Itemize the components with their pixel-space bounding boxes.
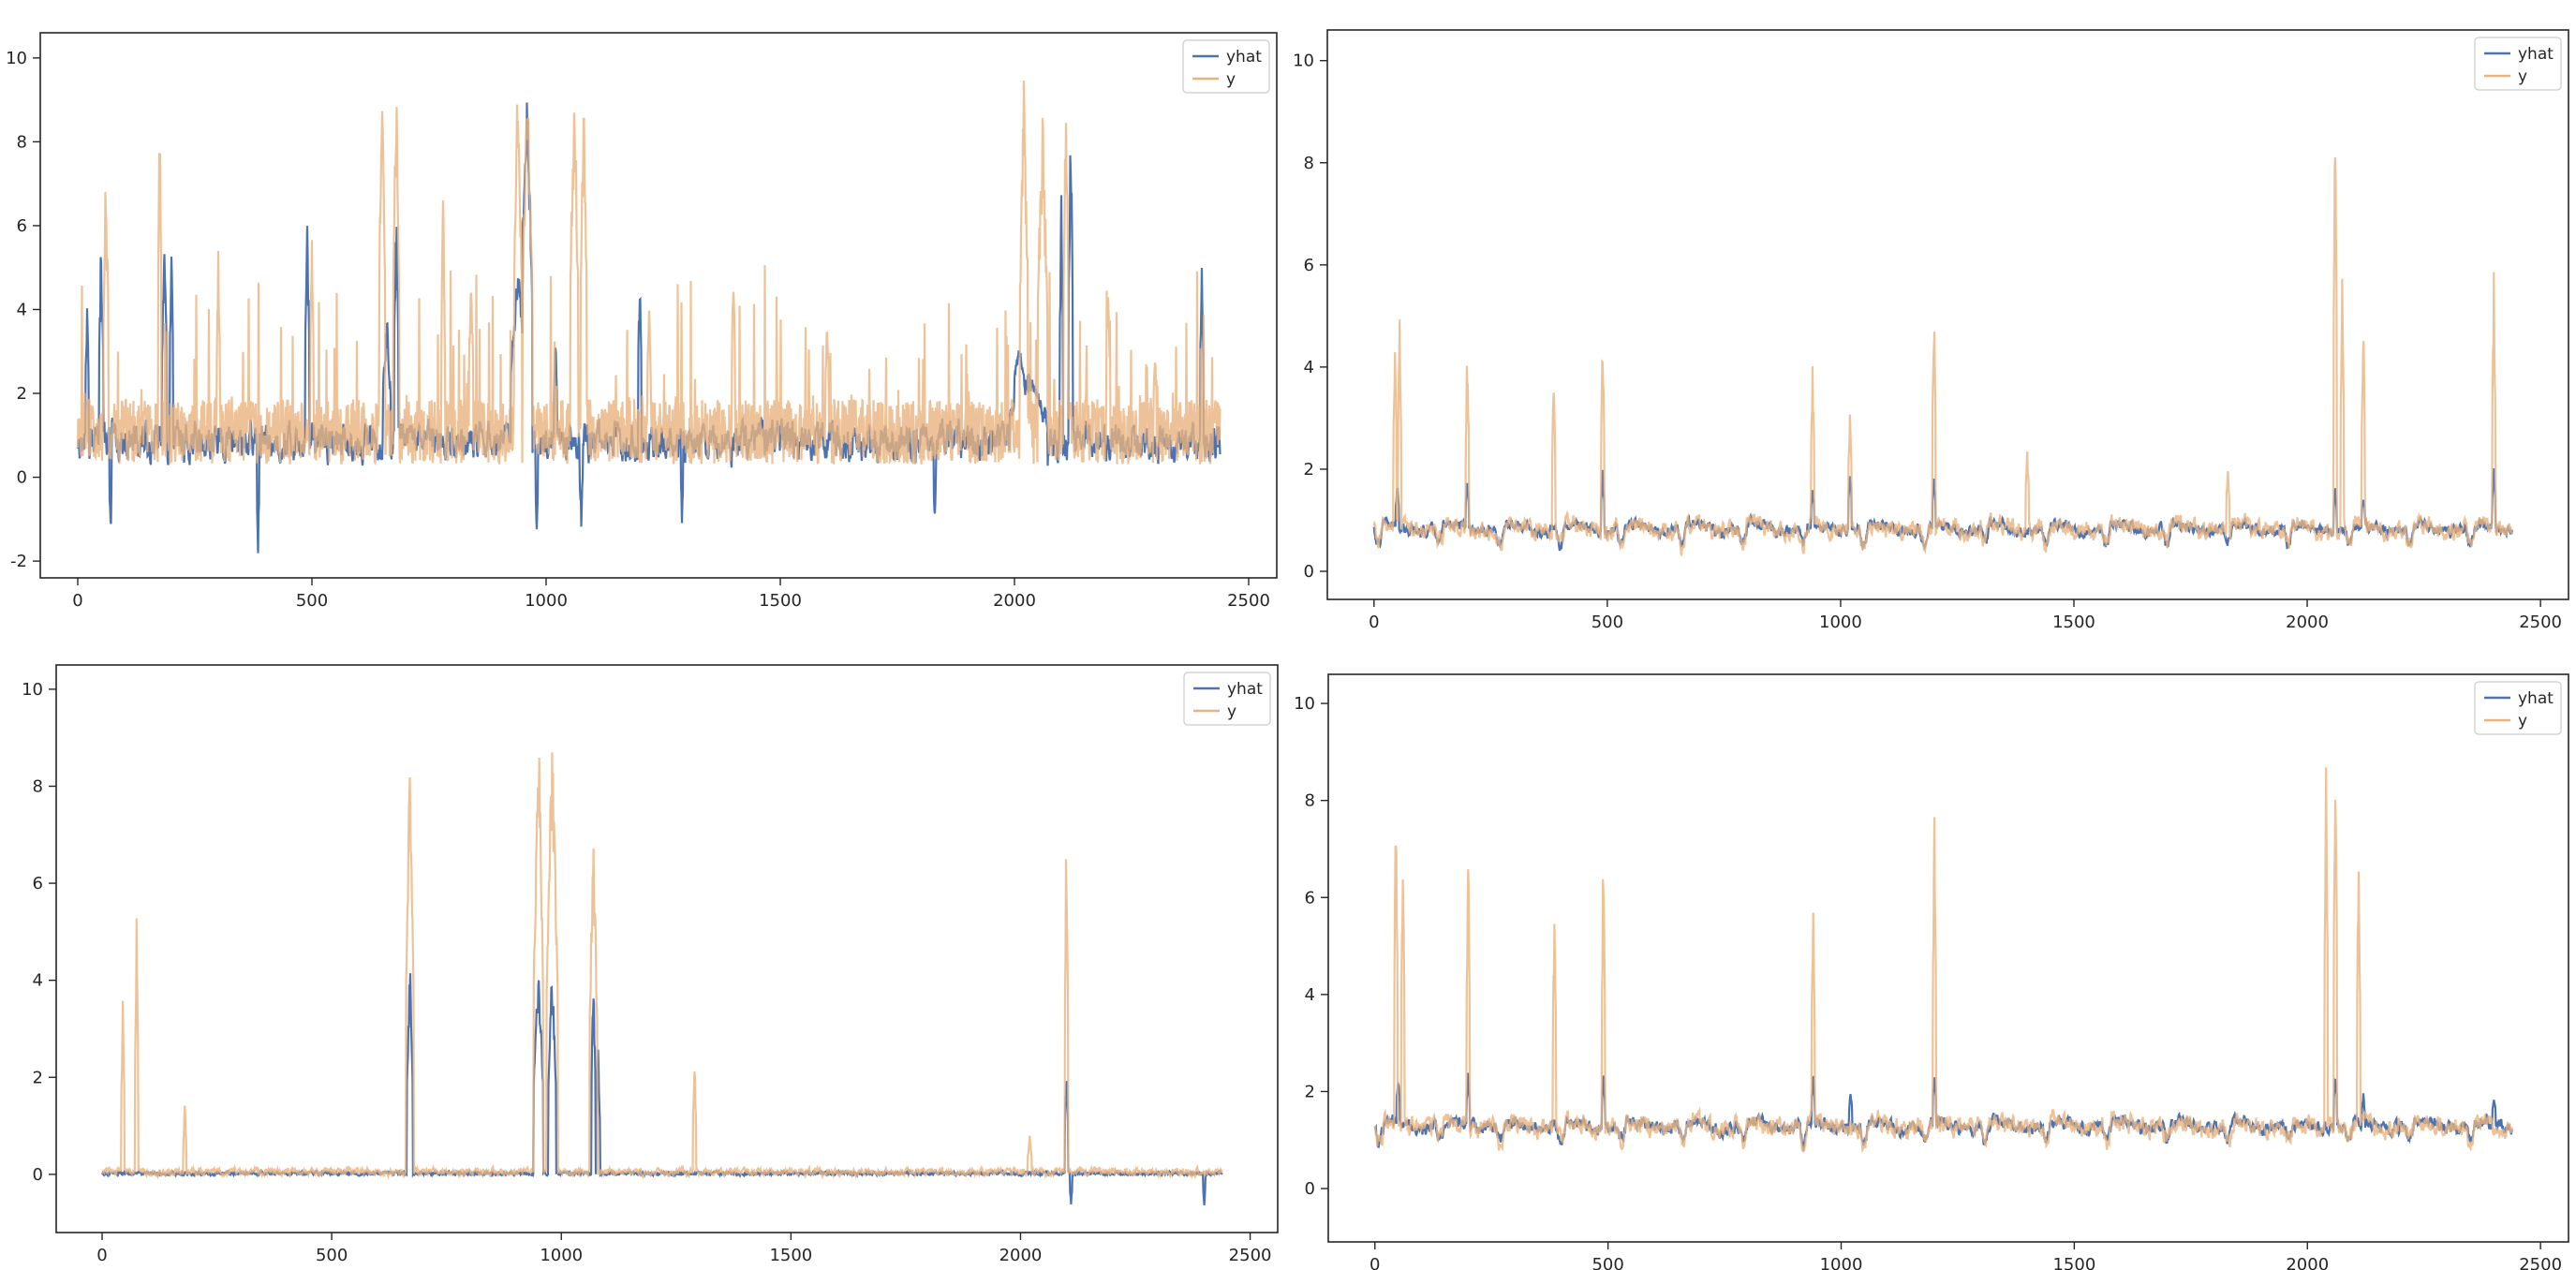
series-line-y — [76, 80, 1221, 466]
y-tick-label: 0 — [17, 468, 27, 488]
x-tick-label: 500 — [296, 591, 328, 611]
y-tick-label: 4 — [17, 300, 27, 319]
y-tick-label: 8 — [17, 132, 27, 152]
legend-label-y: y — [2518, 67, 2527, 86]
y-tick-label: 10 — [22, 680, 43, 700]
x-tick-label: 2500 — [2519, 613, 2562, 632]
x-tick-label: 2500 — [2519, 1255, 2562, 1270]
x-tick-label: 0 — [1369, 613, 1379, 632]
y-tick-label: 10 — [1293, 52, 1314, 71]
legend-label-yhat: yhat — [1226, 48, 1262, 66]
y-tick-label: -2 — [10, 552, 27, 571]
y-tick-label: 10 — [1294, 694, 1315, 714]
y-tick-label: 6 — [1304, 256, 1314, 275]
y-tick-label: 0 — [1305, 1179, 1315, 1199]
x-tick-label: 500 — [1591, 1255, 1623, 1270]
y-tick-label: 8 — [1304, 154, 1314, 173]
x-tick-label: 1000 — [540, 1246, 583, 1265]
legend-label-yhat: yhat — [1227, 680, 1263, 699]
legend-label-yhat: yhat — [2518, 689, 2554, 708]
x-tick-label: 1500 — [2052, 613, 2095, 632]
x-tick-label: 2000 — [999, 1246, 1043, 1265]
y-tick-label: 2 — [17, 384, 27, 404]
series-line-y — [100, 752, 1223, 1180]
legend: yhat y — [1183, 672, 1271, 726]
y-tick-label: 8 — [33, 776, 43, 796]
x-tick-label: 500 — [1591, 613, 1623, 632]
y-tick-label: 2 — [1305, 1082, 1315, 1101]
legend-label-y: y — [1227, 702, 1236, 721]
x-tick-label: 1000 — [1820, 1255, 1863, 1270]
y-tick-label: 6 — [33, 874, 43, 893]
x-tick-label: 0 — [72, 591, 82, 611]
chart-panel-1: 0 500 1000 1500 2000 2500 -2 0 2 4 6 8 10 yhat y — [6, 32, 1278, 611]
x-tick-label: 1000 — [525, 591, 568, 611]
y-tick-label: 6 — [17, 216, 27, 236]
y-tick-label: 0 — [33, 1165, 43, 1185]
series-line-y — [1372, 156, 2513, 556]
axes-frame — [55, 664, 1279, 1233]
x-tick-label: 2000 — [993, 591, 1036, 611]
axes-frame — [1326, 29, 2569, 600]
chart-panel-3: 0 500 1000 1500 2000 2500 0 2 4 6 8 10 yhat y — [22, 664, 1279, 1265]
x-tick-label: 2000 — [2286, 613, 2329, 632]
legend: yhat y — [1182, 39, 1270, 94]
chart-panel-4: 0 500 1000 1500 2000 2500 0 2 4 6 8 10 yhat y — [1294, 673, 2569, 1270]
legend-label-y: y — [2518, 712, 2527, 731]
y-tick-label: 4 — [1304, 358, 1314, 377]
y-tick-label: 4 — [1305, 985, 1315, 1005]
x-tick-label: 2500 — [1229, 1246, 1272, 1265]
y-tick-label: 6 — [1305, 888, 1315, 908]
x-tick-label: 1500 — [759, 591, 802, 611]
x-tick-label: 2500 — [1227, 591, 1270, 611]
series-line-y — [1373, 767, 2513, 1154]
y-tick-label: 10 — [6, 49, 27, 68]
y-tick-label: 2 — [1304, 460, 1314, 480]
legend-label-y: y — [1226, 70, 1236, 89]
y-tick-label: 8 — [1305, 791, 1315, 811]
x-tick-label: 0 — [96, 1246, 107, 1265]
legend: yhat y — [2474, 681, 2562, 735]
x-tick-label: 500 — [316, 1246, 348, 1265]
y-tick-label: 0 — [1304, 562, 1314, 582]
chart-panel-2: 0 500 1000 1500 2000 2500 0 2 4 6 8 10 yhat y — [1293, 29, 2569, 632]
axes-frame — [1327, 673, 2569, 1243]
x-tick-label: 0 — [1369, 1255, 1380, 1270]
y-tick-label: 2 — [33, 1068, 43, 1087]
x-tick-label: 1500 — [769, 1246, 812, 1265]
x-tick-label: 1000 — [1819, 613, 1862, 632]
axes-frame — [39, 32, 1278, 579]
legend: yhat y — [2474, 37, 2562, 91]
y-tick-label: 4 — [33, 971, 43, 991]
x-tick-label: 1500 — [2052, 1255, 2095, 1270]
x-tick-label: 2000 — [2286, 1255, 2329, 1270]
legend-label-yhat: yhat — [2518, 45, 2554, 64]
